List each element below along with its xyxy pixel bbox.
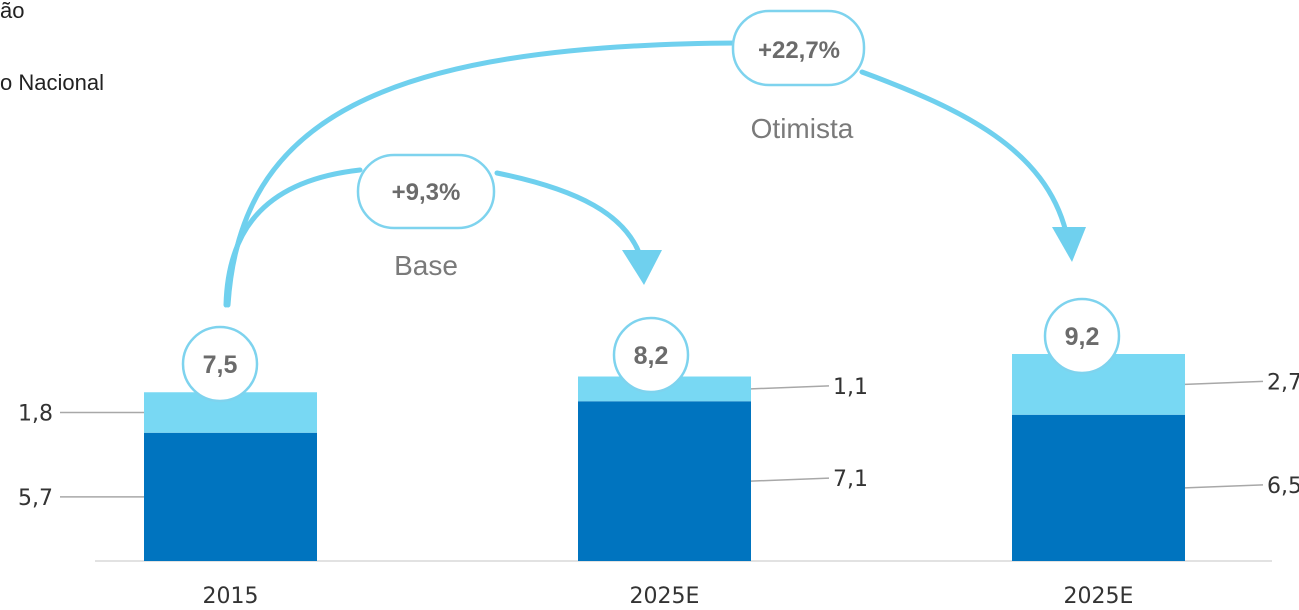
growth-percentage-label: +22,7%	[758, 37, 840, 64]
growth-pill	[356, 153, 496, 230]
total-circle	[1043, 297, 1121, 375]
bar-segment-bottom	[144, 432, 317, 561]
legend-entry-2: o Nacional	[0, 70, 104, 95]
x-tick-label: 2025E	[630, 584, 700, 609]
growth-arrow-head	[622, 250, 662, 285]
total-circle	[181, 325, 259, 403]
total-value-label: 7,5	[203, 351, 238, 379]
total-circle	[612, 316, 690, 394]
x-tick-label: 2015	[203, 584, 259, 609]
segment-value-label: 7,1	[833, 467, 868, 492]
segment-value-label: 5,7	[18, 486, 53, 511]
x-tick-label: 2025E	[1064, 584, 1134, 609]
bar-segment-bottom	[1012, 414, 1185, 561]
growth-arrow-head	[1052, 227, 1086, 262]
scenario-label: Otimista	[751, 113, 854, 144]
bar-segment-bottom	[578, 401, 751, 561]
segment-value-label: 2,7	[1267, 370, 1299, 395]
leader-line	[750, 385, 830, 390]
total-value-label: 9,2	[1065, 323, 1100, 351]
segment-value-label: 1,1	[833, 375, 868, 400]
scenario-label: Base	[394, 250, 458, 281]
total-value-label: 8,2	[634, 342, 669, 370]
growth-percentage-label: +9,3%	[392, 179, 461, 206]
segment-value-label: 6,5	[1267, 474, 1299, 499]
leader-line	[750, 477, 830, 482]
growth-arrow-curve	[225, 40, 1069, 308]
segment-value-label: 1,8	[18, 402, 53, 427]
legend-entry-1: ão	[0, 0, 25, 23]
growth-pill	[731, 9, 866, 87]
leader-line	[1184, 484, 1264, 489]
leader-line	[1184, 380, 1264, 386]
